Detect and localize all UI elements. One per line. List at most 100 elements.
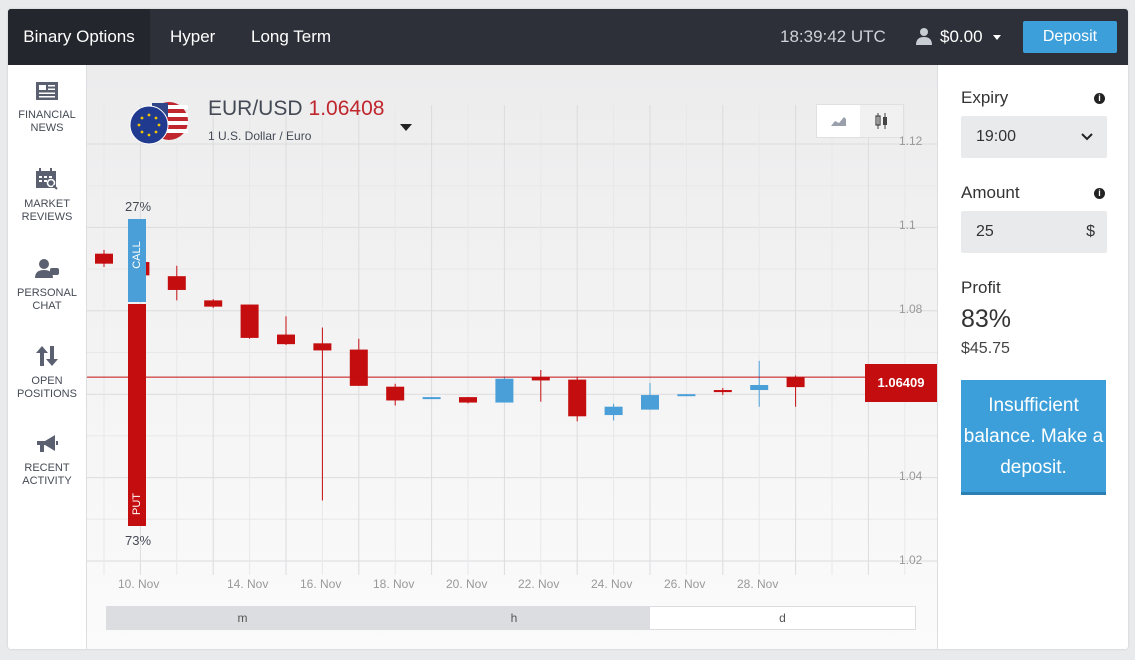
sidebar-label: PERSONAL bbox=[17, 287, 77, 299]
call-percent: 27% bbox=[125, 199, 152, 214]
candle-body bbox=[422, 397, 441, 400]
call-label: CALL bbox=[131, 241, 143, 269]
asset-price: 1.06408 bbox=[308, 97, 385, 120]
candle-body bbox=[167, 276, 186, 290]
candle-body bbox=[386, 386, 405, 401]
amount-label: Amount bbox=[961, 183, 1020, 202]
candle bbox=[531, 370, 550, 402]
sidebar-label: NEWS bbox=[30, 122, 64, 134]
candle-body bbox=[240, 304, 259, 338]
expiry-select[interactable]: 19:00 bbox=[961, 116, 1107, 158]
timeframe-range-fill bbox=[107, 607, 650, 629]
amount-info-icon[interactable]: i bbox=[1094, 188, 1105, 199]
candle bbox=[495, 376, 514, 403]
candle bbox=[95, 249, 113, 268]
candle-body bbox=[568, 379, 587, 417]
price-chart[interactable] bbox=[87, 65, 937, 649]
candle-body bbox=[313, 343, 332, 351]
candle bbox=[677, 394, 696, 397]
sidebar-label: ACTIVITY bbox=[22, 475, 72, 487]
candle bbox=[386, 383, 405, 406]
candle-body bbox=[713, 390, 732, 393]
area-chart-button[interactable] bbox=[817, 105, 860, 137]
candle-body bbox=[531, 377, 550, 381]
candle bbox=[240, 304, 259, 339]
x-tick-label: 24. Nov bbox=[591, 577, 633, 591]
candle-body bbox=[641, 395, 659, 410]
sidebar: FINANCIAL NEWS MARKET REVIEWS PERSONAL C… bbox=[8, 65, 87, 649]
candle bbox=[713, 387, 732, 396]
timeframe-selector: m h d bbox=[106, 606, 916, 630]
candle-body bbox=[495, 378, 514, 403]
candle bbox=[459, 397, 477, 404]
put-label: PUT bbox=[131, 493, 143, 515]
candle bbox=[313, 327, 332, 501]
insufficient-balance-button[interactable]: Insufficient balance. Make a deposit. bbox=[961, 380, 1106, 495]
area-chart-icon bbox=[831, 117, 846, 126]
candlestick-chart-button[interactable] bbox=[860, 105, 903, 137]
candle-body bbox=[459, 397, 477, 403]
megaphone-icon bbox=[37, 435, 58, 452]
app-window: Binary Options Hyper Long Term 18:39:42 … bbox=[8, 9, 1128, 649]
timeframe-m[interactable]: m bbox=[237, 611, 248, 625]
sidebar-item-open-positions[interactable]: OPEN POSITIONS bbox=[8, 345, 86, 401]
put-percent: 73% bbox=[125, 533, 152, 548]
asset-pair: EUR/USD bbox=[208, 97, 303, 120]
candle bbox=[167, 265, 186, 301]
x-tick-label: 10. Nov bbox=[118, 577, 160, 591]
candle-body bbox=[750, 385, 769, 391]
timeframe-h[interactable]: h bbox=[510, 611, 518, 625]
profit-amount: $45.75 bbox=[961, 340, 1010, 357]
candlestick-icon bbox=[875, 113, 887, 129]
y-tick-label: 1.1 bbox=[899, 218, 916, 232]
candle bbox=[641, 382, 659, 410]
call-sentiment-bar: CALL bbox=[128, 219, 146, 302]
candle-body bbox=[786, 377, 805, 388]
tab-hyper[interactable]: Hyper bbox=[170, 27, 216, 46]
trade-panel: Expiry 19:00 Amount 25 $ Profit 83% $45.… bbox=[937, 65, 1128, 649]
tab-long-term[interactable]: Long Term bbox=[251, 27, 332, 46]
candle bbox=[604, 403, 623, 421]
up-down-arrows-icon bbox=[36, 346, 58, 366]
chat-user-icon bbox=[35, 259, 59, 278]
sidebar-item-personal-chat[interactable]: PERSONAL CHAT bbox=[8, 257, 86, 313]
x-tick-label: 28. Nov bbox=[737, 577, 779, 591]
candle bbox=[204, 299, 223, 308]
newspaper-icon bbox=[36, 82, 58, 100]
sidebar-label: POSITIONS bbox=[17, 388, 77, 400]
amount-value: 25 bbox=[976, 223, 994, 240]
put-sentiment-bar: PUT bbox=[128, 304, 146, 526]
candle bbox=[422, 397, 441, 400]
sidebar-label: MARKET bbox=[24, 198, 70, 210]
sidebar-label: OPEN bbox=[31, 375, 63, 387]
y-tick-label: 1.04 bbox=[899, 469, 923, 483]
asset-dropdown-caret-icon[interactable] bbox=[400, 124, 412, 131]
sidebar-item-market-reviews[interactable]: MARKET REVIEWS bbox=[8, 168, 86, 224]
user-icon bbox=[916, 28, 932, 45]
candle-body bbox=[677, 394, 696, 397]
candle-body bbox=[95, 253, 113, 264]
timeframe-d[interactable]: d bbox=[779, 611, 786, 625]
chart-area[interactable]: EUR/USD 1.06408 1 U.S. Dollar / Euro 1.1 2… bbox=[87, 65, 937, 649]
asset-description: 1 U.S. Dollar / Euro bbox=[208, 129, 312, 143]
sidebar-label: FINANCIAL bbox=[18, 109, 76, 121]
x-tick-label: 26. Nov bbox=[664, 577, 706, 591]
tab-binary-options[interactable]: Binary Options bbox=[8, 9, 150, 65]
deposit-button[interactable]: Deposit bbox=[1023, 21, 1117, 53]
server-clock: 18:39:42 UTC bbox=[780, 27, 886, 46]
asset-selector[interactable]: EUR/USD 1.06408 bbox=[208, 97, 384, 121]
candle-body bbox=[349, 349, 368, 386]
sidebar-item-financial-news[interactable]: FINANCIAL NEWS bbox=[8, 81, 86, 135]
candle-body bbox=[277, 334, 295, 345]
currency-symbol: $ bbox=[1086, 223, 1095, 240]
caret-down-icon bbox=[993, 35, 1002, 41]
x-tick-label: 22. Nov bbox=[518, 577, 560, 591]
current-price-tag: 1.06409 bbox=[865, 364, 937, 402]
expiry-info-icon[interactable]: i bbox=[1094, 93, 1105, 104]
balance-value: $0.00 bbox=[940, 27, 983, 46]
expiry-label: Expiry bbox=[961, 88, 1009, 107]
chart-type-toggle bbox=[816, 104, 904, 138]
sidebar-item-recent-activity[interactable]: RECENT ACTIVITY bbox=[8, 434, 86, 488]
amount-input[interactable]: 25 $ bbox=[961, 211, 1107, 253]
balance-dropdown[interactable]: $0.00 bbox=[940, 9, 1002, 65]
